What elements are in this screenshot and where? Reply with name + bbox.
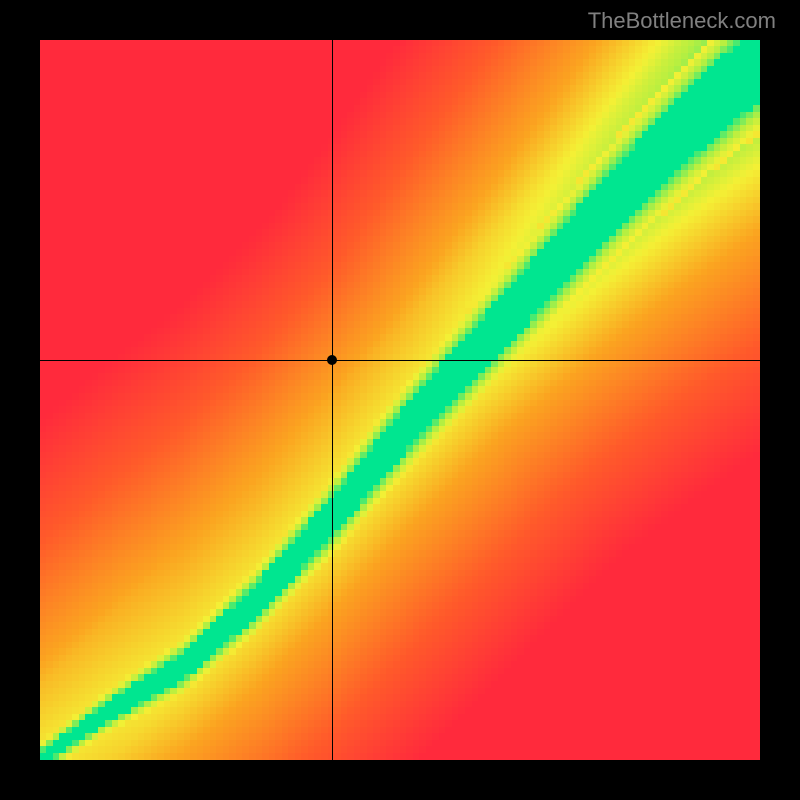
crosshair-vertical <box>332 40 333 760</box>
chart-container: TheBottleneck.com <box>0 0 800 800</box>
crosshair-horizontal <box>40 360 760 361</box>
watermark-text: TheBottleneck.com <box>588 8 776 34</box>
heatmap-canvas <box>40 40 760 760</box>
marker-dot <box>327 355 337 365</box>
plot-area <box>40 40 760 760</box>
